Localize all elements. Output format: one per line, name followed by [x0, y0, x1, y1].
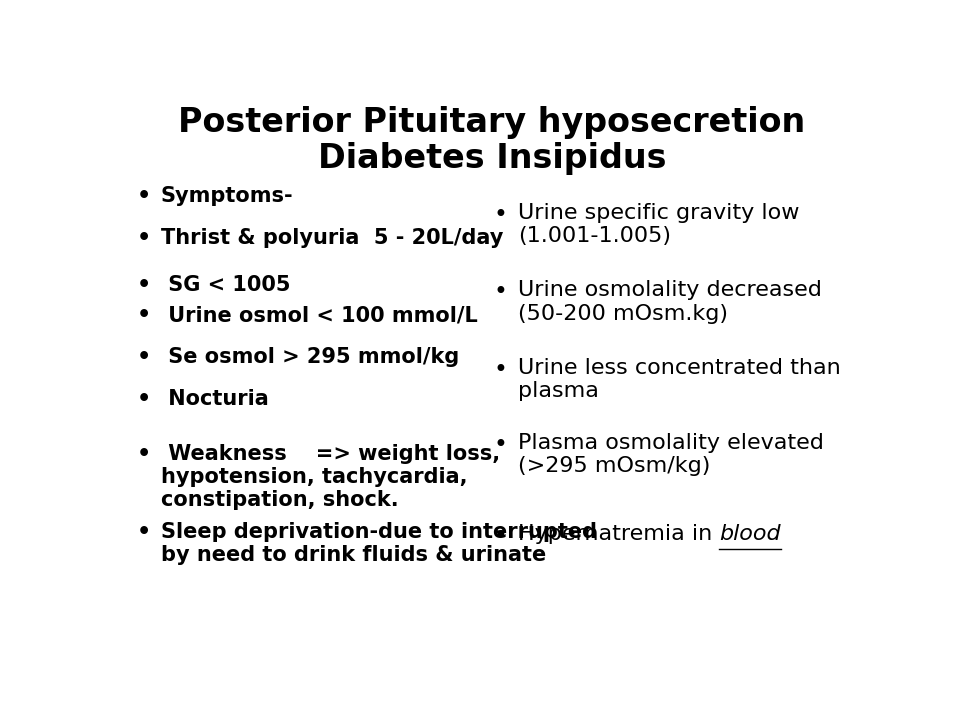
Text: SG < 1005: SG < 1005 — [161, 275, 291, 295]
Text: •: • — [493, 280, 508, 305]
Text: •: • — [136, 275, 151, 295]
Text: •: • — [136, 186, 151, 206]
Text: Plasma osmolality elevated
(>295 mOsm/kg): Plasma osmolality elevated (>295 mOsm/kg… — [518, 433, 824, 476]
Text: Urine specific gravity low
(1.001-1.005): Urine specific gravity low (1.001-1.005) — [518, 203, 800, 246]
Text: •: • — [493, 358, 508, 382]
Text: Urine less concentrated than
plasma: Urine less concentrated than plasma — [518, 358, 841, 401]
Text: Se osmol > 295 mmol/kg: Se osmol > 295 mmol/kg — [161, 347, 459, 367]
Text: •: • — [136, 347, 151, 367]
Text: Posterior Pituitary hyposecretion: Posterior Pituitary hyposecretion — [179, 106, 805, 139]
Text: •: • — [493, 524, 508, 549]
Text: Nocturia: Nocturia — [161, 389, 269, 408]
Text: •: • — [136, 521, 151, 541]
Text: •: • — [136, 444, 151, 464]
Text: Diabetes Insipidus: Diabetes Insipidus — [318, 142, 666, 175]
Text: Urine osmol < 100 mmol/L: Urine osmol < 100 mmol/L — [161, 305, 478, 325]
Text: Urine osmolality decreased
(50-200 mOsm.kg): Urine osmolality decreased (50-200 mOsm.… — [518, 280, 822, 323]
Text: Thrist & polyuria  5 - 20L/day: Thrist & polyuria 5 - 20L/day — [161, 228, 503, 248]
Text: Weakness    => weight loss,
hypotension, tachycardia,
constipation, shock.: Weakness => weight loss, hypotension, ta… — [161, 444, 500, 510]
Text: Hypernatremia in: Hypernatremia in — [518, 524, 719, 544]
Text: •: • — [493, 433, 508, 457]
Text: blood: blood — [719, 524, 781, 544]
Text: •: • — [136, 228, 151, 248]
Text: •: • — [136, 305, 151, 325]
Text: •: • — [493, 203, 508, 227]
Text: •: • — [136, 389, 151, 408]
Text: Sleep deprivation-due to interrupted
by need to drink fluids & urinate: Sleep deprivation-due to interrupted by … — [161, 521, 597, 564]
Text: Symptoms-: Symptoms- — [161, 186, 294, 206]
